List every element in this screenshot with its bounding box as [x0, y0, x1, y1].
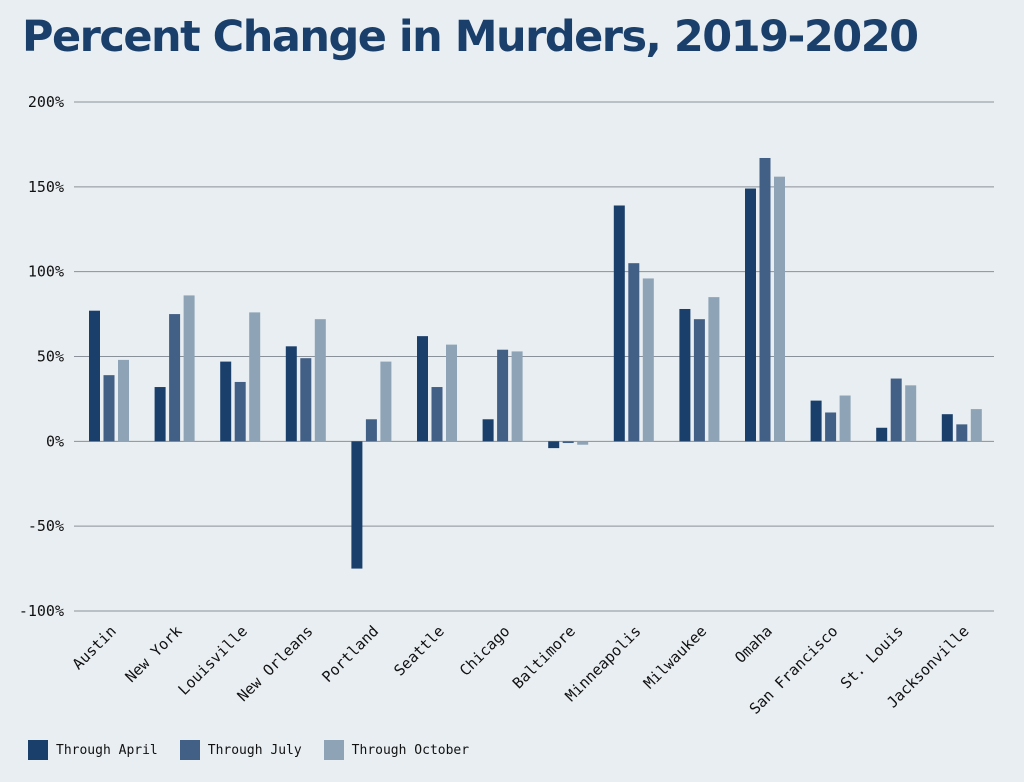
- bar-seattle-1: [431, 387, 443, 442]
- bar-louisville-1: [234, 381, 246, 442]
- legend-label: Through July: [207, 742, 302, 758]
- legend: Through April Through July Through October: [28, 740, 491, 760]
- legend-item: Through April: [28, 740, 158, 760]
- x-tick-label: Baltimore: [509, 622, 579, 692]
- x-tick-label: Portland: [318, 622, 382, 686]
- bar-omaha-2: [774, 176, 785, 442]
- y-tick-label: 200%: [28, 93, 64, 111]
- legend-label: Through October: [351, 742, 470, 758]
- bar-baltimore-2: [577, 441, 589, 445]
- bar-austin-0: [89, 310, 100, 442]
- bar-omaha-1: [759, 157, 771, 442]
- y-tick-label: -100%: [19, 602, 64, 620]
- chart-title: Percent Change in Murders, 2019-2020: [22, 12, 919, 62]
- y-tick-label: 50%: [37, 348, 64, 366]
- x-tick-label: St. Louis: [837, 622, 907, 692]
- bar-new-york-1: [169, 314, 181, 442]
- bar-seattle-0: [417, 336, 428, 442]
- bar-seattle-2: [446, 344, 457, 442]
- x-tick-label: New York: [122, 622, 186, 686]
- x-tick-label: Omaha: [731, 622, 776, 667]
- legend-swatch: [179, 740, 200, 760]
- y-tick-label: 0%: [46, 432, 64, 450]
- bar-baltimore-1: [562, 441, 574, 444]
- x-tick-label: Austin: [69, 622, 120, 673]
- legend-swatch: [28, 740, 48, 760]
- legend-item: Through October: [323, 740, 470, 760]
- bar-milwaukee-0: [679, 308, 691, 442]
- bar-louisville-2: [249, 312, 261, 442]
- x-tick-label: Milwaukee: [640, 622, 710, 692]
- bar-new-orleans-0: [285, 346, 297, 442]
- x-tick-label: Seattle: [390, 622, 447, 679]
- y-tick-label: -50%: [28, 517, 64, 535]
- bar-austin-2: [118, 359, 129, 442]
- bar-milwaukee-2: [708, 297, 720, 442]
- bar-st-louis-0: [876, 427, 888, 442]
- bar-new-orleans-2: [314, 319, 326, 442]
- bar-st-louis-2: [905, 385, 917, 442]
- bar-new-york-0: [154, 387, 166, 442]
- bar-minneapolis-2: [642, 278, 654, 442]
- bar-portland-2: [380, 361, 392, 442]
- bar-portland-1: [365, 419, 377, 442]
- bar-jacksonville-1: [956, 424, 968, 442]
- bar-chicago-0: [482, 419, 494, 442]
- bar-jacksonville-0: [941, 414, 953, 442]
- bar-minneapolis-1: [628, 263, 640, 442]
- bar-jacksonville-2: [970, 409, 982, 442]
- bar-san-francisco-1: [825, 412, 837, 442]
- y-tick-label: 100%: [28, 263, 64, 281]
- bar-new-orleans-1: [300, 358, 312, 442]
- bar-new-york-2: [183, 295, 195, 442]
- bar-chicago-2: [511, 351, 523, 442]
- bar-chicago-1: [497, 349, 509, 442]
- bar-minneapolis-0: [613, 205, 625, 442]
- y-tick-label: 150%: [28, 178, 64, 196]
- bar-san-francisco-2: [839, 395, 851, 442]
- legend-label: Through April: [56, 742, 158, 758]
- grid-layer: [74, 101, 994, 612]
- legend-item: Through July: [179, 740, 302, 760]
- bar-milwaukee-1: [693, 319, 705, 442]
- bar-san-francisco-0: [810, 400, 822, 442]
- bar-baltimore-0: [548, 441, 560, 449]
- legend-swatch: [323, 740, 344, 760]
- bar-layer: [89, 157, 982, 569]
- bar-austin-1: [103, 375, 115, 442]
- x-tick-label: Chicago: [456, 622, 513, 679]
- bar-louisville-0: [220, 361, 232, 442]
- bar-st-louis-1: [890, 378, 902, 442]
- bar-omaha-0: [745, 188, 756, 442]
- bar-portland-0: [351, 441, 363, 569]
